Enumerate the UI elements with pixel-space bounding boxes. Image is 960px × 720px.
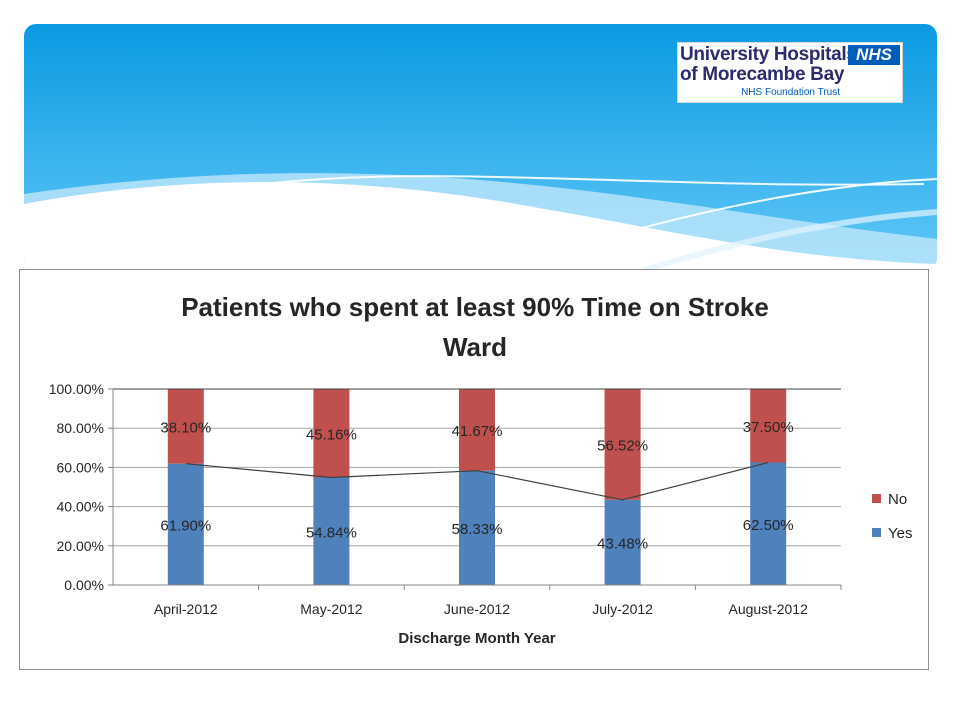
- y-tick-label: 20.00%: [57, 538, 104, 554]
- data-label-yes: 54.84%: [306, 524, 357, 541]
- y-tick-label: 40.00%: [57, 499, 104, 515]
- data-label-no: 37.50%: [743, 419, 794, 436]
- legend-label-no: No: [888, 491, 907, 508]
- data-label-yes: 62.50%: [743, 517, 794, 534]
- x-tick-label: August-2012: [728, 601, 808, 617]
- stacked-bar-chart: Patients who spent at least 90% Time on …: [49, 292, 913, 647]
- overlay-line: [113, 388, 841, 501]
- data-label-no: 56.52%: [597, 437, 648, 454]
- chart-frame: Patients who spent at least 90% Time on …: [19, 269, 929, 670]
- data-label-yes: 43.48%: [597, 535, 648, 552]
- data-label-no: 41.67%: [452, 423, 503, 440]
- y-tick-label: 100.00%: [49, 381, 104, 397]
- nhs-badge: NHS: [848, 45, 900, 65]
- data-label-no: 45.16%: [306, 426, 357, 443]
- bar-no: [750, 389, 787, 463]
- bar-no: [604, 389, 641, 500]
- legend: No Yes: [872, 491, 912, 542]
- x-tick-label: June-2012: [444, 601, 510, 617]
- bar-yes: [604, 499, 641, 585]
- x-tick-label: May-2012: [300, 601, 362, 617]
- legend-swatch-yes: [872, 528, 881, 537]
- trust-logo: University Hospitals of Morecambe Bay NH…: [677, 42, 903, 103]
- y-tick-label: 0.00%: [64, 577, 104, 593]
- logo-text-line2: of Morecambe Bay: [680, 64, 845, 85]
- y-tick-label: 60.00%: [57, 459, 104, 475]
- bar-yes: [313, 477, 350, 585]
- bar-no: [167, 389, 204, 464]
- x-tick-label: July-2012: [592, 601, 653, 617]
- bars: [167, 389, 787, 585]
- bar-yes: [167, 463, 204, 585]
- bar-no: [313, 389, 350, 478]
- logo-trust-name: NHS Foundation Trust: [741, 87, 840, 98]
- data-label-yes: 58.33%: [452, 521, 503, 538]
- axes: 0.00% 20.00% 40.00% 60.00% 80.00% 100.00% Apri…: [49, 381, 842, 617]
- x-tick-label: April-2012: [154, 601, 218, 617]
- x-axis-title: Discharge Month Year: [398, 630, 555, 647]
- bar-no: [459, 389, 495, 471]
- logo-text-line1: University Hospitals: [680, 44, 857, 65]
- chart-title-line2: Ward: [443, 332, 507, 362]
- chart-title-line1: Patients who spent at least 90% Time on …: [181, 292, 769, 322]
- legend-label-yes: Yes: [888, 525, 912, 542]
- bar-yes: [750, 462, 787, 585]
- y-tick-label: 80.00%: [57, 420, 104, 436]
- data-label-yes: 61.90%: [160, 517, 211, 534]
- data-label-no: 38.10%: [160, 419, 211, 436]
- legend-swatch-no: [872, 494, 881, 503]
- data-labels: 61.90% 38.10% 54.84% 45.16% 58.33% 41.67% 43.4…: [160, 419, 793, 553]
- bar-yes: [459, 470, 495, 585]
- yes-top-line: [185, 461, 769, 501]
